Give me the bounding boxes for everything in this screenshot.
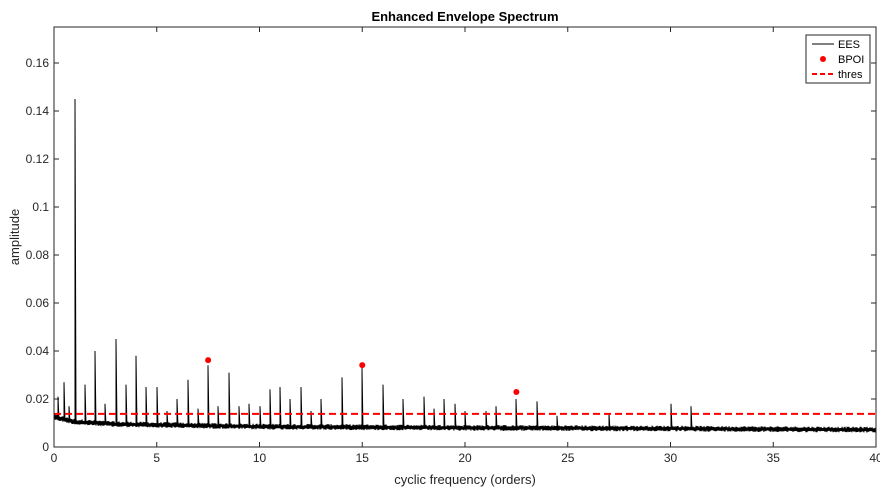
x-tick-label: 5 (153, 451, 160, 465)
bpoi-marker (359, 362, 366, 369)
legend-ees-label: EES (838, 39, 860, 51)
bpoi-marker (513, 389, 520, 396)
x-tick-label: 10 (253, 451, 267, 465)
x-tick-label: 20 (458, 451, 472, 465)
ees-series-line (53, 98, 877, 433)
y-tick-label: 0.06 (26, 296, 50, 310)
y-axis-label: amplitude (7, 209, 22, 265)
x-tick-label: 30 (664, 451, 678, 465)
x-axis-ticks: 0 5 10 15 20 25 30 35 40 (51, 27, 880, 465)
y-tick-label: 0.08 (26, 248, 50, 262)
y-tick-label: 0.14 (26, 104, 50, 118)
x-tick-label: 0 (51, 451, 58, 465)
legend-bpoi-label: BPOI (838, 54, 864, 66)
plot-frame (53, 26, 877, 448)
y-tick-label: 0 (42, 440, 49, 454)
x-axis-label: cyclic frequency (orders) (394, 472, 536, 487)
y-tick-label: 0.02 (26, 392, 50, 406)
legend-thres-label: thres (838, 69, 863, 81)
chart-title: Enhanced Envelope Spectrum (371, 9, 558, 24)
y-tick-label: 0.04 (26, 344, 50, 358)
y-tick-label: 0.12 (26, 152, 50, 166)
bpoi-marker (205, 357, 212, 364)
x-tick-label: 15 (356, 451, 370, 465)
y-tick-label: 0.1 (32, 200, 49, 214)
y-tick-label: 0.16 (26, 56, 50, 70)
bpoi-markers (205, 357, 520, 396)
x-tick-label: 35 (767, 451, 781, 465)
x-tick-label: 40 (869, 451, 880, 465)
y-axis-ticks: 0 0.02 0.04 0.06 0.08 0.1 0.12 0.14 0.16 (26, 56, 876, 454)
plot-area (54, 27, 876, 447)
x-tick-label: 25 (561, 451, 575, 465)
legend-bpoi-swatch (820, 56, 826, 62)
legend: EES BPOI thres (805, 34, 871, 84)
